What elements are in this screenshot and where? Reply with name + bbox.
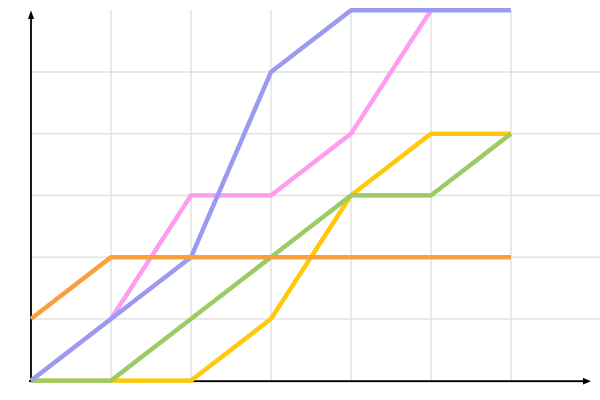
x-axis-arrow-icon — [583, 377, 591, 385]
series-line-orange — [29, 254, 511, 321]
y-axis-arrow-icon — [27, 10, 35, 19]
gridlines — [31, 10, 600, 382]
series-line-purple — [29, 8, 511, 383]
series-lines — [29, 8, 513, 383]
axes — [27, 10, 591, 385]
